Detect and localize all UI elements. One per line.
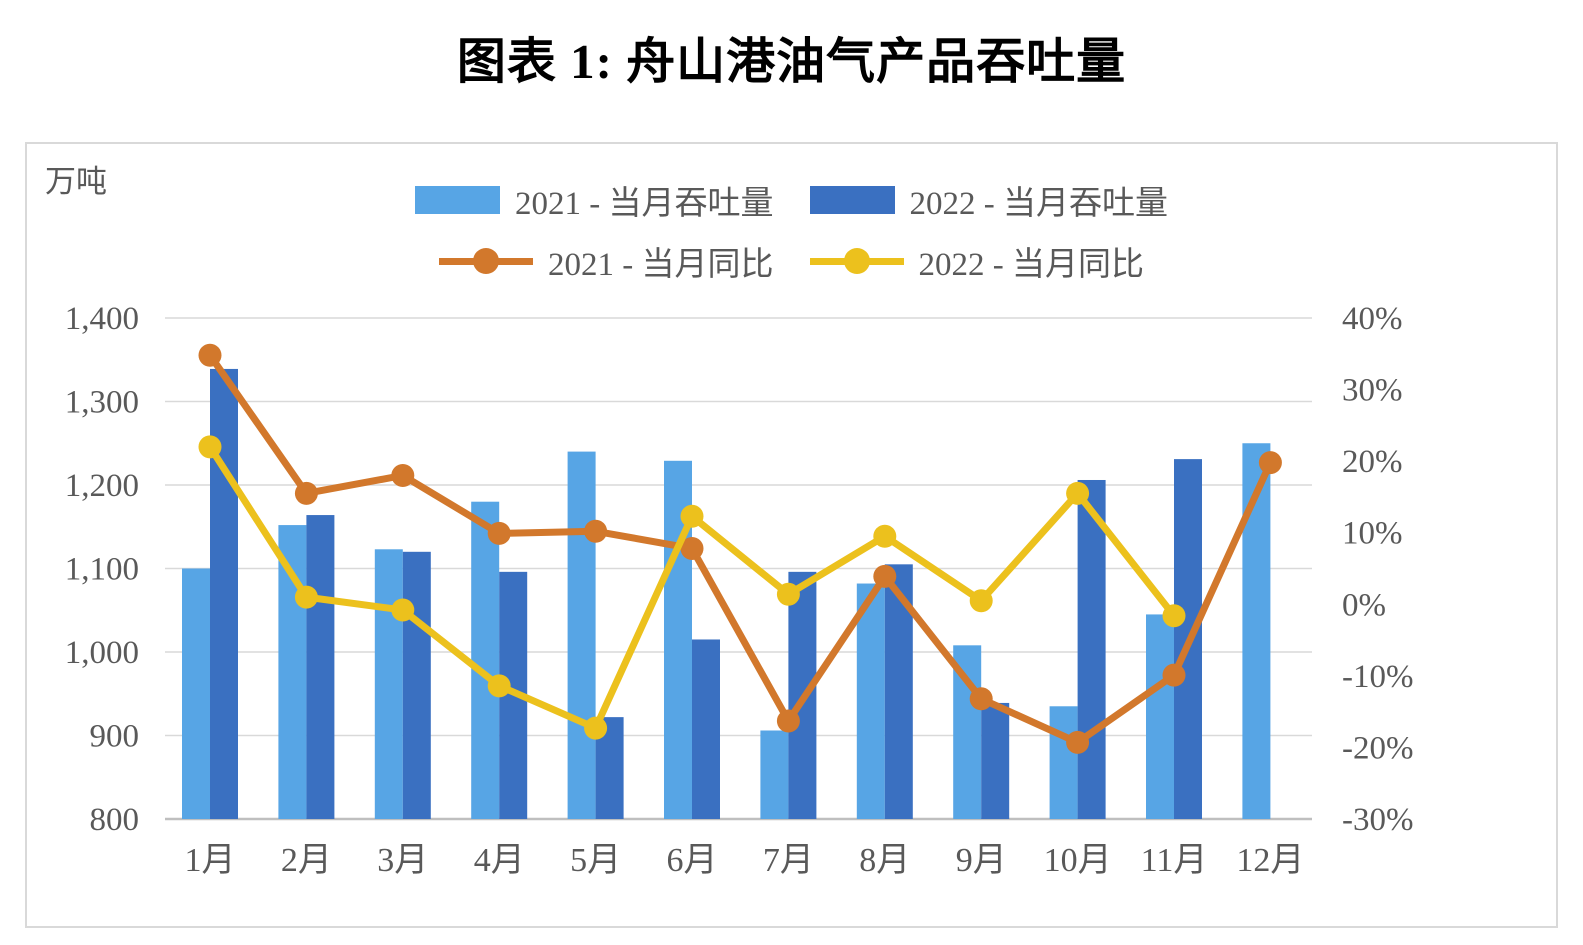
bar-2021-4月	[471, 501, 500, 819]
left-axis-tick-1,300: 1,300	[65, 385, 139, 421]
chart-plot-area: 1,400 1,300 1,200 1,100 1,000 900 800 40% 30% 20%…	[65, 301, 1414, 879]
bar-2022-6月	[692, 639, 720, 819]
x-axis-label-11月: 11月	[1141, 842, 1208, 879]
marker-2022-5月	[584, 716, 608, 740]
marker-2022-10月	[1066, 481, 1090, 505]
line-2021-yoy	[206, 351, 1274, 746]
left-axis-tick-800: 800	[90, 802, 140, 838]
marker-2021-3月	[391, 463, 415, 487]
right-axis-tick-0%: 0%	[1342, 587, 1386, 623]
bar-2021-8月	[856, 583, 885, 819]
marker-2022-6月	[680, 504, 704, 528]
x-axis-label-4月: 4月	[474, 842, 525, 879]
left-axis-tick-1,400: 1,400	[65, 301, 139, 337]
bar-2021-7月	[760, 730, 789, 819]
marker-2021-9月	[969, 687, 993, 711]
x-axis-label-7月: 7月	[763, 842, 814, 879]
bar-2021-11月	[1146, 614, 1174, 819]
x-axis-label-9月: 9月	[956, 842, 1007, 879]
marker-2022-11月	[1162, 604, 1186, 628]
right-axis-tick-10%: 10%	[1342, 516, 1403, 552]
left-axis-tick-1,200: 1,200	[65, 468, 139, 504]
marker-2022-2月	[294, 585, 318, 609]
marker-2021-5月	[584, 519, 608, 543]
bar-2021-3月	[374, 549, 403, 819]
marker-2021-10月	[1066, 730, 1090, 754]
marker-2022-1月	[198, 435, 222, 459]
chart-frame: 万吨 2021 - 当月吞吐量 2022 - 当月吞吐量 2021 - 当月同比 20…	[25, 142, 1558, 928]
marker-2021-11月	[1162, 663, 1186, 687]
marker-2021-7月	[776, 709, 800, 733]
x-axis-label-6月: 6月	[667, 842, 718, 879]
right-axis-tick-40%: 40%	[1342, 301, 1403, 337]
right-axis-tick--10%: -10%	[1342, 659, 1413, 695]
right-axis-tick--20%: -20%	[1342, 730, 1413, 766]
x-axis-label-1月: 1月	[185, 842, 236, 879]
marker-2022-3月	[391, 598, 415, 622]
left-axis-tick-1,100: 1,100	[65, 552, 139, 588]
left-axis-unit-label: 万吨	[45, 164, 107, 199]
marker-2021-8月	[873, 564, 897, 588]
bar-2022-9月	[981, 702, 1010, 819]
marker-2021-12月	[1258, 451, 1282, 475]
marker-2021-6月	[680, 536, 704, 560]
right-axis-tick-20%: 20%	[1342, 444, 1403, 480]
x-axis-label-2月: 2月	[281, 842, 332, 879]
marker-2021-2月	[294, 481, 318, 505]
x-axis-label-12月: 12月	[1236, 842, 1304, 879]
bar-2021-5月	[567, 451, 596, 819]
marker-2021-1月	[198, 343, 222, 367]
right-axis-tick--30%: -30%	[1342, 802, 1413, 838]
right-axis-tick-30%: 30%	[1342, 373, 1403, 409]
marker-2022-4月	[487, 674, 511, 698]
marker-2022-7月	[776, 582, 800, 606]
marker-2022-9月	[969, 589, 993, 613]
left-axis-tick-1,000: 1,000	[65, 635, 139, 671]
x-axis-label-3月: 3月	[377, 842, 428, 879]
bar-2021-1月	[182, 568, 210, 819]
x-axis-label-8月: 8月	[859, 842, 910, 879]
x-axis-label-5月: 5月	[570, 842, 621, 879]
bar-2022-3月	[402, 551, 431, 819]
marker-2022-8月	[873, 524, 897, 548]
x-axis-label-10月: 10月	[1044, 842, 1112, 879]
bar-2022-10月	[1077, 479, 1106, 819]
bar-2021-10月	[1049, 706, 1078, 819]
chart-title: 图表 1: 舟山港油气产品吞吐量	[456, 34, 1127, 89]
marker-2021-4月	[487, 521, 511, 545]
bar-2022-2月	[306, 515, 335, 819]
left-axis-tick-900: 900	[90, 719, 140, 755]
